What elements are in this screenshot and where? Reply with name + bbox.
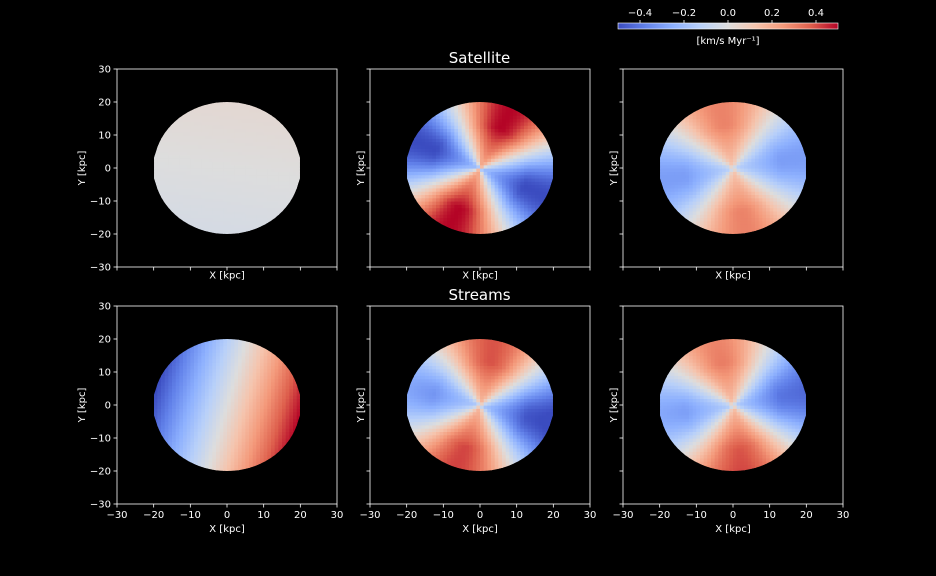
panel-r1-c2: −30 −20 −10 0 10 20 30 X [kpc] Y [kpc] [609, 305, 850, 535]
x-tick-label: 30 [584, 510, 597, 521]
x-tick-label: −10 [180, 510, 201, 521]
x-axis-label: X [kpc] [462, 271, 498, 282]
x-tick-label: −30 [106, 510, 127, 521]
x-tick-label: 20 [547, 510, 560, 521]
y-tick-label: −20 [90, 230, 111, 241]
panel-r1-c1: −30 −20 −10 0 10 20 30 X [kpc] Y [kpc] [356, 305, 597, 535]
x-tick-label: 20 [294, 510, 307, 521]
x-tick-label: −20 [143, 510, 164, 521]
y-tick-label: 0 [105, 401, 111, 412]
y-tick-label: 20 [98, 335, 111, 346]
y-tick-label: 0 [105, 164, 111, 175]
y-tick-label: 10 [98, 368, 111, 379]
colorbar: −0.4 −0.2 0.0 0.2 0.4 [km/s Myr⁻¹] [617, 8, 839, 47]
x-tick-label: 0 [224, 510, 230, 521]
panel-r0-c1: X [kpc] Y [kpc] [356, 68, 591, 282]
x-tick-label: 0 [477, 510, 483, 521]
panels: −30 −20 −10 0 10 20 30 X [kpc] Y [kpc] X [kpc] Y [… [77, 65, 849, 536]
y-axis-label: Y [kpc] [77, 151, 88, 187]
x-tick-label: −30 [359, 510, 380, 521]
y-tick-label: 30 [98, 65, 111, 76]
colorbar-gradient [617, 22, 839, 30]
x-tick-label: 10 [510, 510, 523, 521]
panel-r0-c2: X [kpc] Y [kpc] [609, 68, 844, 282]
x-tick-label: 30 [331, 510, 344, 521]
y-axis-label: Y [kpc] [356, 388, 367, 424]
colorbar-tick-label: 0.2 [764, 8, 780, 19]
x-tick-label: −20 [649, 510, 670, 521]
x-axis-label: X [kpc] [715, 271, 751, 282]
y-tick-label: −10 [90, 434, 111, 445]
heatmap-image [660, 102, 806, 234]
colorbar-tick-label: 0.4 [808, 8, 824, 19]
y-tick-label: −30 [90, 500, 111, 511]
x-tick-label: 20 [800, 510, 813, 521]
colorbar-tick-label: −0.4 [628, 8, 652, 19]
x-axis-label: X [kpc] [715, 524, 751, 535]
heatmap-image [154, 102, 300, 234]
x-tick-label: 10 [257, 510, 270, 521]
y-tick-label: 10 [98, 131, 111, 142]
y-tick-label: −30 [90, 263, 111, 274]
x-tick-label: −10 [686, 510, 707, 521]
x-axis-label: X [kpc] [209, 271, 245, 282]
colorbar-tick-label: −0.2 [672, 8, 696, 19]
x-axis-label: X [kpc] [462, 524, 498, 535]
heatmap-image [660, 339, 806, 471]
y-tick-label: 30 [98, 302, 111, 313]
x-tick-label: −10 [433, 510, 454, 521]
panel-r1-c0: −30−30 −20 −20 −10 −10 0 0 10 10 20 20 30 30 X [kpc] Y… [77, 302, 343, 536]
y-axis-label: Y [kpc] [77, 388, 88, 424]
y-tick-label: −20 [90, 467, 111, 478]
x-tick-label: 0 [730, 510, 736, 521]
x-tick-label: −30 [612, 510, 633, 521]
x-tick-label: 10 [763, 510, 776, 521]
y-axis-label: Y [kpc] [356, 151, 367, 187]
panel-r0-c0: −30 −20 −10 0 10 20 30 X [kpc] Y [kpc] [77, 65, 338, 282]
x-tick-label: 30 [837, 510, 850, 521]
colorbar-tick-label: 0.0 [720, 8, 736, 19]
colorbar-label: [km/s Myr⁻¹] [696, 36, 759, 47]
x-axis-label: X [kpc] [209, 524, 245, 535]
x-tick-label: −20 [396, 510, 417, 521]
y-tick-label: 20 [98, 98, 111, 109]
y-axis-label: Y [kpc] [609, 151, 620, 187]
y-axis-label: Y [kpc] [609, 388, 620, 424]
row-title-satellite: Satellite [449, 49, 510, 67]
row-title-streams: Streams [448, 286, 510, 304]
colorbar-ticks: −0.4 −0.2 0.0 0.2 0.4 [628, 8, 824, 23]
y-tick-label: −10 [90, 197, 111, 208]
